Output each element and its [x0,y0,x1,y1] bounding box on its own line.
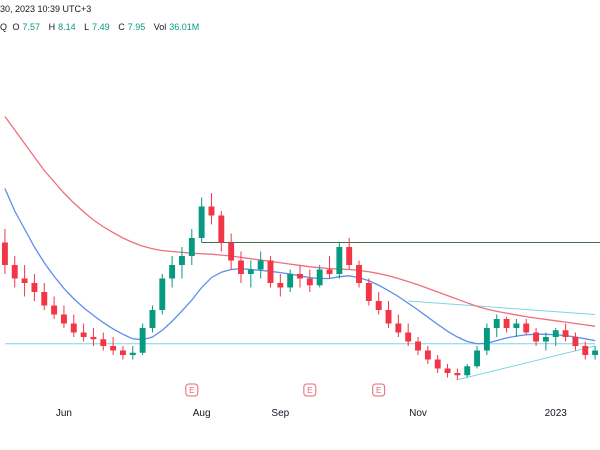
candle-body [376,301,382,310]
candle-body [366,283,372,301]
x-tick-label: Sep [271,408,289,419]
candle-body [297,274,303,279]
candle-body [169,265,175,279]
candle-body [218,216,224,243]
x-tick-label: Nov [409,408,427,419]
candle-body [445,369,451,374]
candle-body [150,310,156,328]
candle-body [258,261,264,270]
candle-body [100,339,106,346]
candle-body [199,207,205,239]
ohlc-legend: Q O 7.57 H 8.14 L 7.49 C 7.95 Vol 36.01M [0,18,205,36]
candle-body [209,207,215,216]
candle-body [61,315,67,324]
candle-body [356,265,362,283]
candle-body [582,346,588,355]
candle-body [41,292,47,306]
candle-body [513,324,519,329]
candle-body [327,270,333,275]
high-value: 8.14 [58,22,76,32]
candle-body [71,324,77,333]
x-tick-label: Jun [56,408,72,419]
x-tick-label: Aug [193,408,211,419]
candle-body [189,238,195,256]
candle-body [425,351,431,360]
open-label: O [13,22,20,32]
candle-body [81,333,87,338]
candle-body [474,351,480,367]
close-value: 7.95 [128,22,146,32]
candle-body [346,247,352,265]
candle-body [228,243,234,261]
chart-header: 30, 2023 10:39 UTC+3 [0,0,91,18]
candle-body [336,247,342,274]
candle-body [563,330,569,337]
candle-body [238,261,244,275]
candle-body [179,256,185,265]
open-value: 7.57 [23,22,41,32]
candle-body [572,337,578,346]
candle-body [277,283,283,288]
candle-body [454,373,460,375]
datetime-text: 30, 2023 10:39 UTC+3 [0,4,91,14]
candle-body [543,337,549,342]
candle-body [494,319,500,328]
symbol-suffix: Q [0,22,7,32]
candle-body [484,328,490,351]
earnings-badge-label: E [307,386,312,395]
earnings-badge-label: E [376,386,381,395]
candle-body [130,353,136,355]
high-label: H [49,22,56,32]
candle-body [140,328,146,353]
volume-value: 36.01M [169,22,199,32]
candle-body [504,319,510,328]
low-label: L [84,22,89,32]
candle-body [90,337,96,339]
candle-body [110,346,116,351]
x-tick-label: 2023 [545,408,568,419]
close-label: C [118,22,125,32]
earnings-badge-label: E [189,386,194,395]
candle-body [287,274,293,288]
ma-slow-line [5,117,595,327]
candle-body [405,333,411,342]
candle-body [523,324,529,333]
candle-body [592,351,598,356]
candle-body [31,283,37,292]
candle-body [22,279,28,284]
candle-body [2,243,8,266]
low-value: 7.49 [92,22,110,32]
candle-body [464,366,470,375]
candle-body [317,270,323,286]
candle-body [12,265,18,279]
candle-body [386,310,392,324]
candle-body [120,351,126,356]
candle-body [307,279,313,286]
candle-body [435,360,441,369]
candle-body [415,342,421,351]
candle-body [51,306,57,315]
candle-body [553,330,559,337]
candle-body [268,261,274,284]
candle-body [159,279,165,311]
candle-body [533,333,539,342]
candle-body [248,270,254,275]
candle-body [395,324,401,333]
volume-label: Vol [154,22,167,32]
